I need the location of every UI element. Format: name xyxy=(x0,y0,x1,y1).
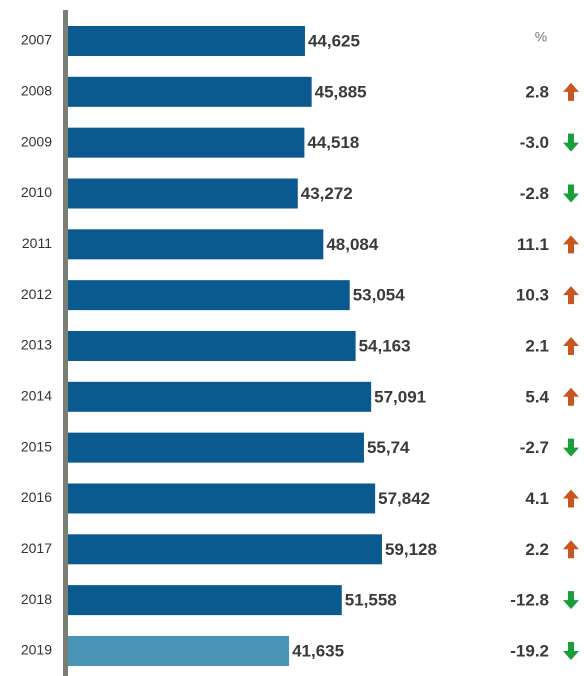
arrow-up xyxy=(563,387,579,406)
arrow-down xyxy=(563,591,579,610)
data-label: 43,272 xyxy=(301,184,353,203)
change-label: 10.3 xyxy=(516,286,549,305)
arrow-down xyxy=(563,641,579,660)
change-label: 2.1 xyxy=(525,336,549,355)
bar xyxy=(68,178,298,209)
arrow-up xyxy=(563,336,579,355)
arrow-up xyxy=(563,235,579,254)
arrow-up xyxy=(563,286,579,305)
y-tick-label: 2018 xyxy=(21,591,52,607)
y-tick-label: 2008 xyxy=(21,83,52,99)
data-label: 48,084 xyxy=(326,235,379,254)
change-label: -2.8 xyxy=(520,184,549,203)
data-label: 53,054 xyxy=(353,286,406,305)
bar xyxy=(68,635,290,666)
change-label: 2.2 xyxy=(525,540,549,559)
change-label: -3.0 xyxy=(520,133,549,152)
data-label: 45,885 xyxy=(315,82,367,101)
data-label: 55,74 xyxy=(367,438,410,457)
arrow-down xyxy=(563,184,579,203)
data-label: 51,558 xyxy=(345,591,397,610)
arrow-down xyxy=(563,133,579,152)
data-label: 54,163 xyxy=(359,336,411,355)
bar xyxy=(68,330,356,361)
y-tick-label: 2014 xyxy=(21,388,52,404)
y-tick-label: 2019 xyxy=(21,642,52,658)
data-label: 44,625 xyxy=(308,31,360,50)
y-tick-label: 2016 xyxy=(21,489,52,505)
arrow-up xyxy=(563,489,579,508)
change-label: 2.8 xyxy=(525,82,549,101)
arrow-up xyxy=(563,82,579,101)
data-label: 57,842 xyxy=(378,489,430,508)
change-label: -2.7 xyxy=(520,438,549,457)
y-tick-label: 2011 xyxy=(22,235,52,251)
bar xyxy=(68,432,364,463)
bar xyxy=(68,76,312,107)
bar xyxy=(68,280,350,311)
bar xyxy=(68,534,382,565)
y-tick-label: 2013 xyxy=(21,337,52,353)
data-label: 57,091 xyxy=(374,387,426,406)
bar xyxy=(68,26,305,56)
bar xyxy=(68,585,342,616)
y-tick-label: 2009 xyxy=(21,133,52,149)
y-tick-label: 2015 xyxy=(21,438,52,454)
y-tick-label: 2010 xyxy=(21,184,52,200)
y-tick-label: 2012 xyxy=(21,286,52,302)
data-label: 59,128 xyxy=(385,540,437,559)
change-label: 4.1 xyxy=(525,489,549,508)
arrow-down xyxy=(563,438,579,457)
change-header: % xyxy=(535,29,547,45)
change-label: -12.8 xyxy=(510,591,549,610)
y-tick-label: 2007 xyxy=(21,32,52,48)
change-label: -19.2 xyxy=(510,641,549,660)
axis-line xyxy=(63,10,68,676)
change-label: 5.4 xyxy=(525,387,549,406)
data-label: 44,518 xyxy=(307,133,359,152)
change-label: 11.1 xyxy=(517,235,549,254)
bar xyxy=(68,483,376,514)
bar xyxy=(68,127,305,158)
bar xyxy=(68,381,372,412)
bar xyxy=(68,229,324,260)
y-tick-label: 2017 xyxy=(21,540,52,556)
arrow-up xyxy=(563,540,579,559)
data-label: 41,635 xyxy=(292,641,344,660)
